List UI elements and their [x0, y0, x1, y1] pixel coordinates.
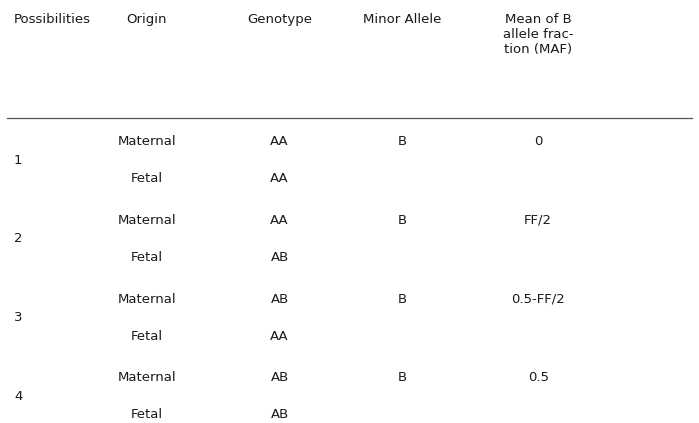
Text: Origin: Origin	[127, 13, 167, 26]
Text: 3: 3	[14, 311, 22, 324]
Text: Minor Allele: Minor Allele	[363, 13, 441, 26]
Text: Maternal: Maternal	[117, 214, 176, 227]
Text: B: B	[397, 135, 407, 148]
Text: AB: AB	[271, 251, 289, 264]
Text: AA: AA	[271, 214, 289, 227]
Text: 0: 0	[534, 135, 542, 148]
Text: 0.5: 0.5	[528, 371, 549, 384]
Text: AA: AA	[271, 173, 289, 185]
Text: AB: AB	[271, 409, 289, 421]
Text: 2: 2	[14, 233, 22, 245]
Text: Fetal: Fetal	[131, 173, 163, 185]
Text: 0.5-FF/2: 0.5-FF/2	[512, 293, 565, 305]
Text: Fetal: Fetal	[131, 330, 163, 343]
Text: Mean of B
allele frac-
tion (MAF): Mean of B allele frac- tion (MAF)	[503, 13, 574, 56]
Text: Maternal: Maternal	[117, 293, 176, 305]
Text: AA: AA	[271, 135, 289, 148]
Text: 4: 4	[14, 390, 22, 403]
Text: AB: AB	[271, 371, 289, 384]
Text: Fetal: Fetal	[131, 409, 163, 421]
Text: B: B	[397, 214, 407, 227]
Text: FF/2: FF/2	[524, 214, 552, 227]
Text: Possibilities: Possibilities	[14, 13, 91, 26]
Text: Maternal: Maternal	[117, 371, 176, 384]
Text: Maternal: Maternal	[117, 135, 176, 148]
Text: B: B	[397, 371, 407, 384]
Text: Fetal: Fetal	[131, 251, 163, 264]
Text: B: B	[397, 293, 407, 305]
Text: Genotype: Genotype	[247, 13, 312, 26]
Text: AA: AA	[271, 330, 289, 343]
Text: 1: 1	[14, 154, 22, 167]
Text: AB: AB	[271, 293, 289, 305]
